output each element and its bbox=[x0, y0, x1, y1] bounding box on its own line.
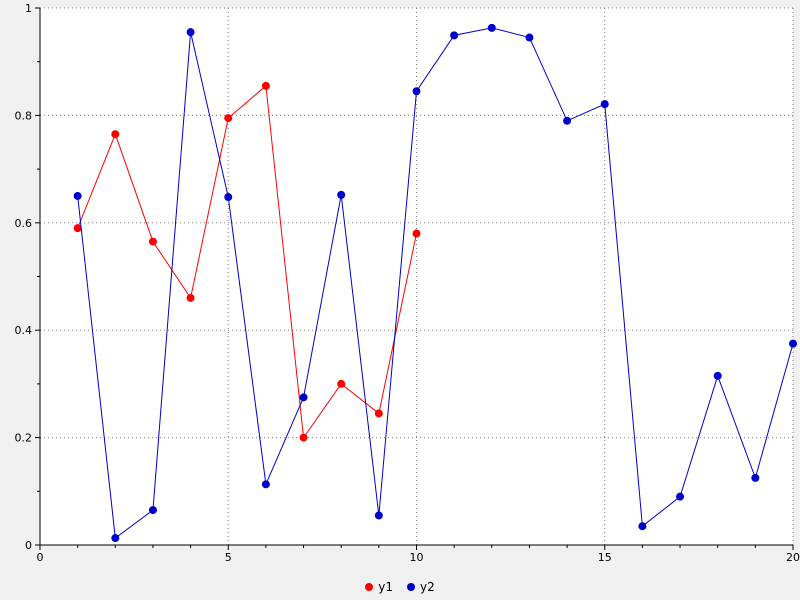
data-point bbox=[111, 130, 120, 139]
data-point bbox=[148, 237, 157, 246]
x-tick-label: 0 bbox=[37, 551, 44, 564]
x-tick-label: 5 bbox=[225, 551, 232, 564]
data-point bbox=[224, 114, 233, 123]
legend-label-y1: y1 bbox=[378, 580, 393, 594]
y-tick-label: 0.2 bbox=[15, 432, 33, 445]
legend-label-y2: y2 bbox=[420, 580, 435, 594]
legend-item-y1: y1 bbox=[365, 580, 393, 594]
x-tick-label: 15 bbox=[598, 551, 612, 564]
tick-labels: 0 5 10 15 20 0 0.2 0.4 0.6 0.8 1 bbox=[15, 2, 800, 564]
data-point bbox=[261, 480, 270, 489]
y-tick-label: 0 bbox=[25, 539, 32, 552]
plot-svg: 0 5 10 15 20 0 0.2 0.4 0.6 0.8 1 bbox=[15, 2, 800, 564]
legend-item-y2: y2 bbox=[407, 580, 435, 594]
y-tick-label: 1 bbox=[25, 2, 32, 15]
legend-marker-y2-icon bbox=[407, 583, 415, 591]
legend-marker-y1-icon bbox=[365, 583, 374, 591]
data-point bbox=[261, 81, 270, 90]
data-point bbox=[148, 506, 157, 515]
data-point bbox=[186, 293, 195, 302]
legend: y1 y2 bbox=[0, 578, 800, 596]
x-tick-label: 10 bbox=[410, 551, 424, 564]
series-y2 bbox=[73, 23, 797, 543]
data-point bbox=[337, 379, 346, 388]
data-point bbox=[563, 116, 572, 125]
data-point bbox=[450, 31, 459, 40]
data-point bbox=[638, 522, 647, 531]
data-point bbox=[111, 534, 120, 543]
data-point bbox=[374, 511, 383, 520]
data-point bbox=[412, 87, 421, 96]
data-point bbox=[224, 193, 233, 202]
data-point bbox=[789, 339, 797, 348]
data-point bbox=[713, 371, 722, 380]
data-point bbox=[299, 393, 308, 402]
data-point bbox=[525, 33, 534, 42]
gridlines bbox=[40, 7, 794, 545]
y-tick-label: 0.6 bbox=[15, 217, 33, 230]
data-point bbox=[412, 229, 421, 238]
y-tick-label: 0.8 bbox=[15, 109, 33, 122]
data-point bbox=[676, 492, 685, 501]
data-point bbox=[600, 100, 609, 109]
data-point bbox=[299, 433, 308, 442]
data-point bbox=[337, 190, 346, 199]
data-point bbox=[73, 191, 82, 200]
data-point bbox=[186, 28, 195, 37]
data-point bbox=[374, 409, 383, 418]
axes bbox=[39, 8, 793, 546]
y-tick-label: 0.4 bbox=[15, 324, 33, 337]
data-point bbox=[751, 473, 760, 482]
x-tick-label: 20 bbox=[786, 551, 800, 564]
series-y1 bbox=[73, 81, 421, 442]
data-point bbox=[487, 23, 496, 32]
data-point bbox=[73, 224, 82, 233]
